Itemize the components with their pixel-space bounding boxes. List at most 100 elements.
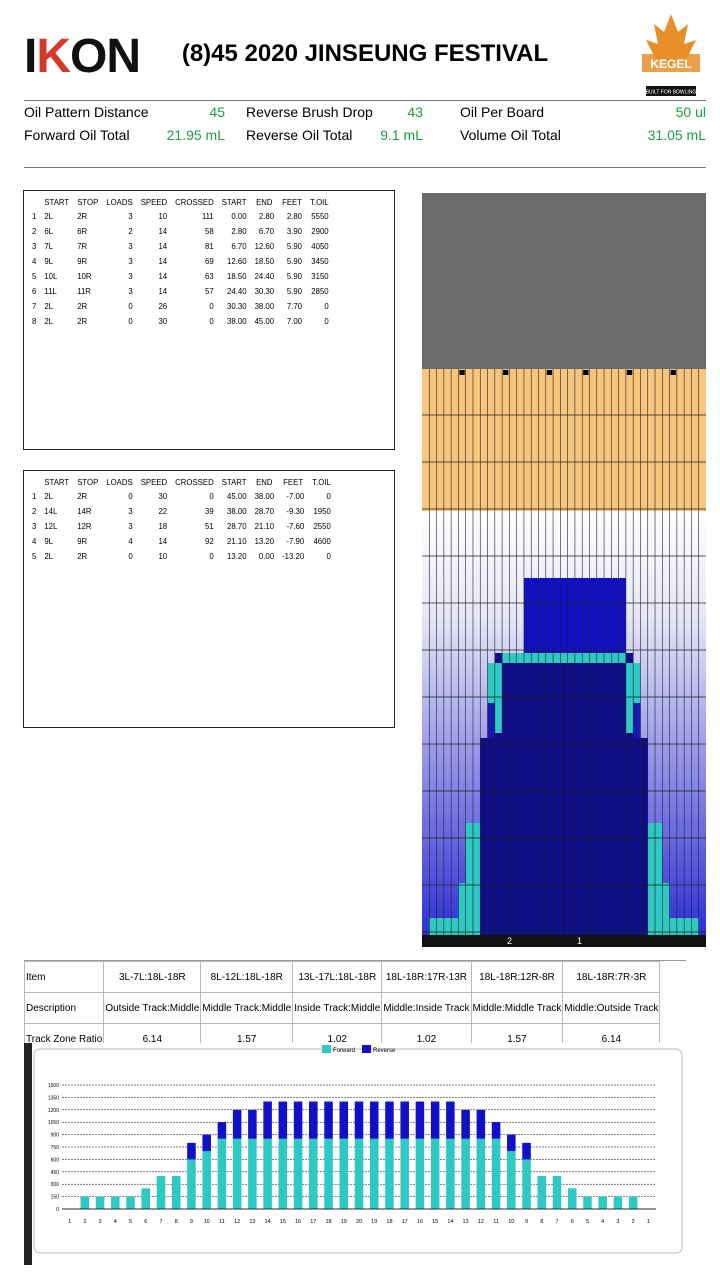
track-zone-description-cell: Middle:Middle Track bbox=[470, 992, 564, 1024]
bar-reverse-24 bbox=[430, 1101, 440, 1139]
table-row: 5 10L 10R 3 14 63 18.50 24.40 5.90 3150 bbox=[28, 269, 333, 284]
forward-cell: 0 bbox=[324, 302, 329, 311]
reverse-cell: 21.10 bbox=[227, 537, 247, 546]
forward-cell: 5.90 bbox=[286, 242, 303, 251]
bar-reverse-29 bbox=[507, 1134, 516, 1152]
bar-forward-33 bbox=[567, 1188, 577, 1209]
reverse-table: START STOP LOADS SPEED CROSSED START END FEET T.… bbox=[28, 476, 335, 564]
forward-cell: 0 bbox=[209, 302, 214, 311]
track-zone-ratio-cell: 6.14 bbox=[562, 1023, 661, 1045]
bar-forward-22 bbox=[400, 1138, 409, 1209]
forward-cell: 7L bbox=[44, 242, 54, 251]
x-tick-label: 15 bbox=[280, 1219, 286, 1225]
x-tick-label: 4 bbox=[601, 1219, 604, 1225]
reverse-cell: 0 bbox=[209, 492, 214, 501]
bar-reverse-25 bbox=[446, 1101, 455, 1139]
forward-cell: 3 bbox=[128, 287, 133, 296]
forward-table: START STOP LOADS SPEED CROSSED START END FEET T.… bbox=[28, 196, 333, 329]
x-tick-label: 16 bbox=[417, 1219, 423, 1225]
bar-forward-13 bbox=[263, 1138, 272, 1209]
forward-cell: 24.40 bbox=[254, 272, 275, 281]
forward-cell: 5550 bbox=[311, 212, 329, 221]
bar-reverse-23 bbox=[415, 1101, 425, 1139]
reverse-cell: 14L bbox=[44, 507, 58, 516]
track-zone-item-cell: 8L-12L:18L-18R bbox=[200, 961, 294, 993]
forward-cell: 2L bbox=[44, 302, 54, 311]
forward-cell: 14 bbox=[158, 287, 168, 296]
bar-forward-3 bbox=[111, 1196, 120, 1209]
reverse-header-4: SPEED bbox=[140, 478, 168, 487]
reverse-cell: 2L bbox=[44, 492, 54, 501]
x-tick-label: 7 bbox=[159, 1219, 162, 1225]
track-zone-item-cell: 3L-7L:18L-18R bbox=[103, 961, 202, 993]
bar-forward-28 bbox=[491, 1138, 501, 1209]
bar-forward-7 bbox=[171, 1175, 181, 1209]
table-row: 4 9L 9R 3 14 69 12.60 18.50 5.90 3450 bbox=[28, 254, 333, 269]
kegel-logo: KEGEL BUILT FOR BOWLING bbox=[642, 14, 700, 96]
x-tick-label: 6 bbox=[571, 1219, 574, 1225]
x-tick-label: 9 bbox=[525, 1219, 528, 1225]
track-zone-description-cell: Inside Track:Middle bbox=[292, 992, 383, 1024]
bar-forward-15 bbox=[293, 1138, 303, 1209]
x-tick-label: 6 bbox=[144, 1219, 147, 1225]
reverse-cell: 0 bbox=[326, 552, 331, 561]
table-row: 1 2L 2R 0 30 0 45.00 38.00 -7.00 0 bbox=[28, 489, 335, 504]
forward-cell: 5.90 bbox=[286, 257, 303, 266]
reverse-cell: 3 bbox=[128, 522, 133, 531]
reverse-cell: 0.00 bbox=[258, 552, 275, 561]
track-zone-ratio-cell: 1.57 bbox=[200, 1023, 294, 1045]
forward-cell: 12.60 bbox=[227, 257, 247, 266]
reverse-cell: 18 bbox=[158, 522, 168, 531]
track-zone-ratio-cell: 1.02 bbox=[381, 1023, 472, 1045]
forward-header-9: T.OIL bbox=[310, 198, 329, 207]
forward-cell: 3.90 bbox=[286, 227, 303, 236]
forward-cell: 3 bbox=[128, 272, 133, 281]
x-tick-label: 2 bbox=[632, 1219, 635, 1225]
reverse-cell: 4 bbox=[128, 537, 133, 546]
ikon-logo-text: IKON bbox=[24, 30, 141, 83]
forward-cell: 5.90 bbox=[286, 287, 303, 296]
bar-reverse-22 bbox=[400, 1101, 409, 1139]
stat-value-4: 9.1 mL bbox=[380, 127, 423, 143]
forward-cell: 81 bbox=[205, 242, 214, 251]
y-tick-label: 1350 bbox=[48, 1095, 59, 1101]
forward-cell: 3 bbox=[128, 212, 133, 221]
bar-reverse-9 bbox=[202, 1134, 211, 1152]
reverse-cell: 2550 bbox=[313, 522, 331, 531]
legend-label-1: Reverse bbox=[373, 1048, 396, 1054]
reverse-cell: 13.20 bbox=[227, 552, 247, 561]
x-tick-label: 16 bbox=[295, 1219, 301, 1225]
reverse-cell: 13.20 bbox=[254, 537, 275, 546]
track-zone-item-cell: 18L-18R:7R-3R bbox=[562, 961, 661, 993]
x-tick-label: 3 bbox=[616, 1219, 619, 1225]
lane-arrow bbox=[670, 370, 676, 375]
forward-cell: 10R bbox=[77, 272, 92, 281]
bar-forward-27 bbox=[476, 1138, 486, 1209]
bar-reverse-30 bbox=[522, 1142, 531, 1160]
bar-reverse-14 bbox=[278, 1101, 288, 1139]
reverse-cell: 4 bbox=[32, 537, 37, 546]
bar-reverse-13 bbox=[263, 1101, 272, 1139]
reverse-header-7: END bbox=[256, 478, 273, 487]
forward-cell: 14 bbox=[158, 242, 168, 251]
stat-label-2: Oil Per Board bbox=[460, 104, 545, 120]
table-row: 2 14L 14R 3 22 39 38.00 28.70 -9.30 1950 bbox=[28, 504, 335, 519]
forward-cell: 11R bbox=[77, 287, 91, 296]
reverse-cell: 28.70 bbox=[227, 522, 247, 531]
reverse-cell: 1 bbox=[32, 492, 37, 501]
lane-arrow bbox=[626, 370, 633, 375]
track-zone-ratio-cell: 1.57 bbox=[470, 1023, 564, 1045]
stat-value-3: 21.95 mL bbox=[166, 127, 225, 143]
legend-swatch-0 bbox=[322, 1045, 331, 1053]
x-tick-label: 14 bbox=[447, 1219, 453, 1225]
forward-cell: 4 bbox=[32, 257, 37, 266]
track-zone-item-cell: 13L-17L:18L-18R bbox=[292, 961, 383, 993]
divider-bottom bbox=[24, 167, 706, 168]
table-row: 6 11L 11R 3 14 57 24.40 30.30 5.90 2850 bbox=[28, 284, 333, 299]
forward-cell: 2 bbox=[32, 227, 37, 236]
forward-header-6: START bbox=[221, 198, 247, 207]
bar-forward-30 bbox=[522, 1159, 531, 1209]
y-tick-label: 1500 bbox=[48, 1083, 59, 1089]
forward-header-2: STOP bbox=[77, 198, 99, 207]
forward-cell: 45.00 bbox=[254, 317, 275, 326]
